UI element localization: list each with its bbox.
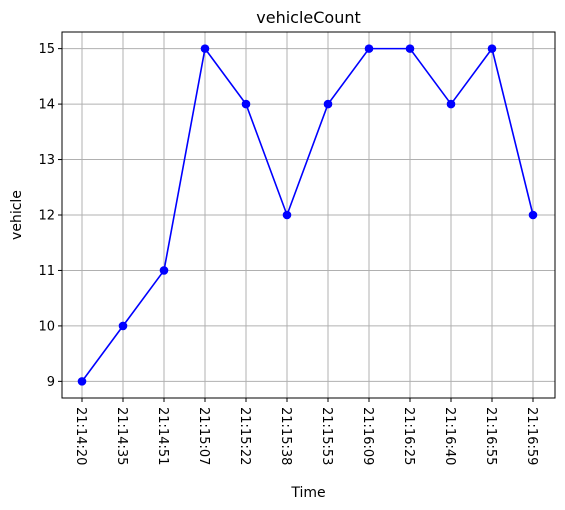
data-point	[528, 210, 538, 220]
data-point	[200, 44, 210, 53]
y-tick-label: 12	[38, 209, 55, 224]
x-tick-label: 21:16:55	[483, 407, 498, 465]
data-point	[364, 44, 374, 53]
x-tick-label: 21:15:53	[319, 407, 334, 465]
x-axis-title: Time	[290, 485, 325, 501]
chart-title: vehicleCount	[256, 8, 361, 27]
x-tick-label: 21:16:59	[524, 407, 539, 465]
y-tick-label: 10	[38, 319, 55, 334]
x-tick-label: 21:16:40	[442, 407, 457, 465]
x-tick-label: 21:14:35	[114, 407, 129, 465]
x-tick-label: 21:16:09	[360, 407, 375, 465]
data-point	[405, 44, 415, 53]
data-point	[282, 210, 292, 220]
y-tick-label: 15	[38, 42, 55, 57]
x-tick-label: 21:14:20	[73, 407, 88, 465]
x-tick-label: 21:14:51	[155, 407, 170, 465]
y-tick-label: 13	[38, 153, 55, 168]
series-layer	[77, 44, 538, 386]
y-axis-title: vehicle	[9, 190, 25, 240]
data-point	[77, 377, 87, 386]
y-tick-label: 9	[47, 375, 55, 390]
series-line	[81, 46, 534, 382]
x-tick-label: 21:15:22	[237, 407, 252, 465]
y-tick-label: 14	[38, 98, 55, 113]
data-point	[487, 44, 497, 53]
x-tick-label: 21:16:25	[401, 407, 416, 465]
data-point	[159, 266, 169, 275]
grid-lines	[62, 32, 555, 398]
x-tick-label: 21:15:07	[196, 407, 211, 465]
data-point	[446, 99, 456, 109]
data-point	[241, 99, 251, 109]
data-point	[118, 321, 128, 331]
x-tick-label: 21:15:38	[278, 407, 293, 465]
y-tick-label: 11	[38, 264, 55, 279]
tick-layer: 9 10 11 12 13 14 15 21:14:20 21:14:35 21:14:51 21:…	[38, 42, 539, 465]
data-point	[323, 99, 333, 109]
